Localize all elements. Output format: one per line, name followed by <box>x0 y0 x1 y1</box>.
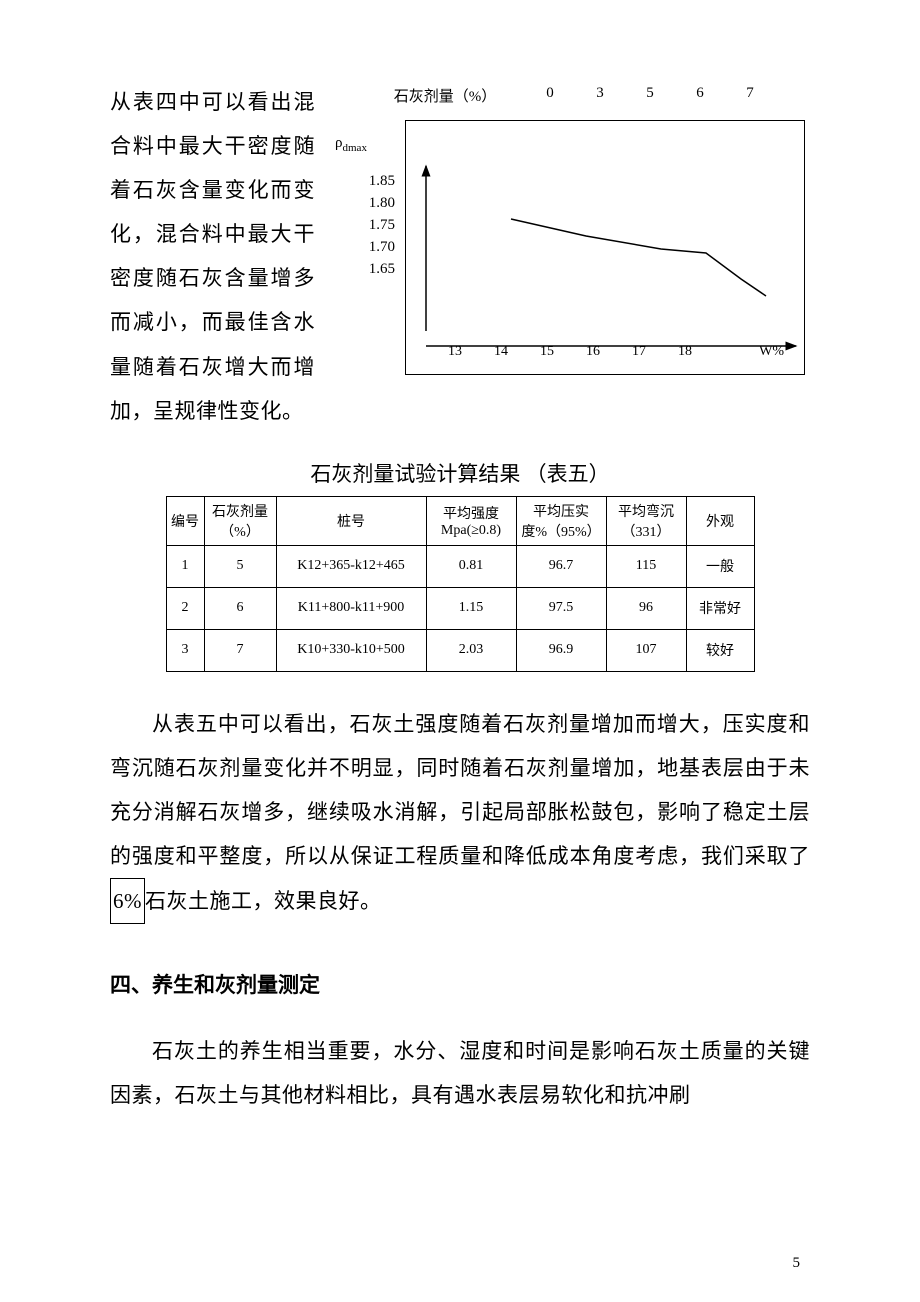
table-cell: 1.15 <box>426 587 516 629</box>
chart-x-ticks: 13 14 15 16 17 18 <box>432 344 794 360</box>
highlighted-percentage: 6% <box>110 878 145 924</box>
table-cell: 非常好 <box>686 587 754 629</box>
chart-top-axis: 石灰剂量（%） 0 3 5 6 7 <box>365 85 810 106</box>
table-cell: 一般 <box>686 545 754 587</box>
table-cell: 107 <box>606 629 686 671</box>
table-header: 外观 <box>686 496 754 545</box>
table-cell: 97.5 <box>516 587 606 629</box>
top-section: 从表四中可以看出混合料中最大干密度随着石灰含量变化而变化，混合料中最大干密度随石… <box>110 80 810 433</box>
table-cell: K10+330-k10+500 <box>276 629 426 671</box>
table-row: 15K12+365-k12+4650.8196.7115一般 <box>166 545 754 587</box>
chart-y-tick: 1.75 <box>355 214 395 236</box>
table-title: 石灰剂量试验计算结果 （表五） <box>110 458 810 488</box>
density-chart: 石灰剂量（%） 0 3 5 6 7 ρdmax 1.85 1.80 1.75 1… <box>335 80 810 390</box>
chart-x-tick: 15 <box>524 344 570 360</box>
chart-x-tick: 16 <box>570 344 616 360</box>
table-cell: 5 <box>204 545 276 587</box>
table-header: 平均压实度%（95%） <box>516 496 606 545</box>
chart-plot-area: 13 14 15 16 17 18 W% <box>405 120 805 375</box>
chart-top-tick: 5 <box>625 85 675 106</box>
chart-y-tick: 1.70 <box>355 236 395 258</box>
table-cell: 1 <box>166 545 204 587</box>
table-cell: 6 <box>204 587 276 629</box>
table-row: 37K10+330-k10+5002.0396.9107较好 <box>166 629 754 671</box>
chart-y-tick: 1.65 <box>355 258 395 280</box>
table-cell: 7 <box>204 629 276 671</box>
chart-y-tick: 1.80 <box>355 192 395 214</box>
chart-x-tick: 13 <box>432 344 478 360</box>
chart-top-tick: 3 <box>575 85 625 106</box>
table-cell: 2 <box>166 587 204 629</box>
chart-x-tick: 14 <box>478 344 524 360</box>
chart-y-axis-label: ρdmax <box>335 135 367 154</box>
document-page: 从表四中可以看出混合料中最大干密度随着石灰含量变化而变化，混合料中最大干密度随石… <box>0 0 920 1302</box>
table-header: 平均弯沉（331） <box>606 496 686 545</box>
intro-paragraph: 从表四中可以看出混合料中最大干密度随着石灰含量变化而变化，混合料中最大干密度随石… <box>110 80 315 433</box>
analysis-paragraph: 从表五中可以看出，石灰土强度随着石灰剂量增加而增大，压实度和弯沉随石灰剂量变化并… <box>110 702 810 924</box>
table-cell: K11+800-k11+900 <box>276 587 426 629</box>
page-number: 5 <box>793 1255 801 1272</box>
table-cell: K12+365-k12+465 <box>276 545 426 587</box>
chart-x-tick: 17 <box>616 344 662 360</box>
chart-y-ticks: 1.85 1.80 1.75 1.70 1.65 <box>355 170 395 280</box>
table-cell: 3 <box>166 629 204 671</box>
chart-top-tick: 7 <box>725 85 775 106</box>
chart-top-tick: 0 <box>525 85 575 106</box>
table-cell: 96.9 <box>516 629 606 671</box>
table-header: 桩号 <box>276 496 426 545</box>
table-cell: 较好 <box>686 629 754 671</box>
chart-x-tick: 18 <box>662 344 708 360</box>
table-cell: 0.81 <box>426 545 516 587</box>
table-cell: 96 <box>606 587 686 629</box>
table-row: 26K11+800-k11+9001.1597.596非常好 <box>166 587 754 629</box>
table-header: 编号 <box>166 496 204 545</box>
curing-paragraph: 石灰土的养生相当重要，水分、湿度和时间是影响石灰土质量的关键因素，石灰土与其他材… <box>110 1029 810 1117</box>
chart-svg <box>406 121 806 376</box>
section-heading: 四、养生和灰剂量测定 <box>110 969 810 999</box>
chart-data-line <box>511 219 766 296</box>
chart-top-tick: 6 <box>675 85 725 106</box>
chart-x-axis-label: W% <box>759 344 784 360</box>
table-header: 平均强度Mpa(≥0.8) <box>426 496 516 545</box>
results-table: 编号石灰剂量（%）桩号平均强度Mpa(≥0.8)平均压实度%（95%）平均弯沉（… <box>166 496 755 672</box>
table-cell: 96.7 <box>516 545 606 587</box>
table-cell: 2.03 <box>426 629 516 671</box>
chart-y-tick: 1.85 <box>355 170 395 192</box>
chart-top-axis-label: 石灰剂量（%） <box>365 85 525 106</box>
table-header: 石灰剂量（%） <box>204 496 276 545</box>
table-cell: 115 <box>606 545 686 587</box>
